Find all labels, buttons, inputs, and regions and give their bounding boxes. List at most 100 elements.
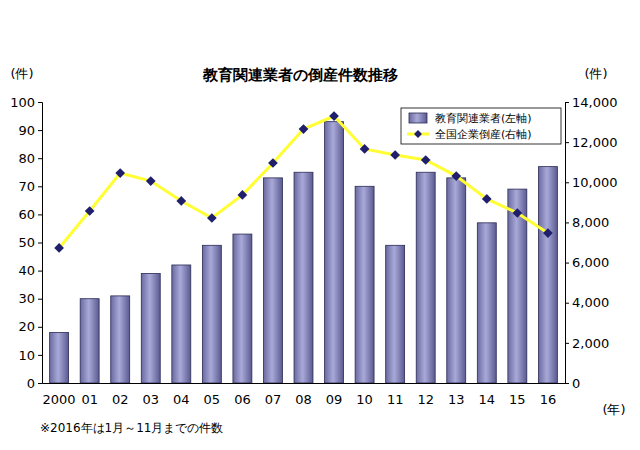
title: 教育関連業者の倒産件数推移: [202, 66, 398, 84]
tick: 03: [142, 383, 159, 407]
bar: [50, 332, 69, 383]
tick-label: 50: [18, 235, 35, 250]
legend-marker: [414, 130, 422, 138]
chart: 01 02 03 04 05 06 07 08 09 0 100 0 2,000 4,000 6,000 8,…: [0, 0, 640, 450]
tick: 14,000: [565, 95, 618, 110]
tick-label: 2,000: [572, 336, 609, 351]
tick-label: 70: [18, 179, 35, 194]
bar: [80, 299, 99, 383]
tick: 30: [18, 291, 42, 306]
y-axis-title: (件): [10, 66, 33, 81]
marker: [238, 190, 248, 200]
legend-box: [401, 108, 561, 144]
tick-label: 01: [81, 392, 98, 407]
tick: 09: [326, 383, 343, 407]
tick-mark: [38, 355, 42, 356]
marker: [451, 171, 461, 181]
plot-area: [50, 111, 558, 383]
tick: 100: [10, 95, 42, 110]
bar: [538, 167, 557, 383]
tick-label: 14: [479, 392, 496, 407]
tick: 13: [448, 383, 465, 407]
tick-label: 30: [18, 291, 35, 306]
tick: 02: [112, 383, 129, 407]
tick-label: 04: [173, 392, 190, 407]
tick: 4,000: [565, 295, 609, 310]
tick-label: 14,000: [572, 95, 618, 110]
tick: 10,000: [565, 175, 618, 190]
marker: [54, 243, 64, 253]
tick-label: 02: [112, 392, 129, 407]
tick: 60: [18, 207, 42, 222]
marker: [176, 196, 186, 206]
tick-label: 0: [572, 376, 580, 391]
axis-line: [43, 383, 566, 384]
y-axis: 0102030405060708090100: [10, 95, 42, 391]
bar: [477, 223, 496, 383]
tick: 80: [18, 151, 42, 166]
legend-swatch: [409, 113, 427, 123]
tick-mark: [565, 102, 569, 103]
axis-line: [38, 103, 43, 384]
marker: [207, 213, 217, 223]
tick-mark: [565, 263, 569, 264]
tick-label: 20: [18, 319, 35, 334]
tick-label: 0: [27, 376, 35, 391]
marker: [421, 155, 431, 165]
tick: 07: [265, 383, 282, 407]
tick-label: 6,000: [572, 255, 609, 270]
tick-label: 07: [265, 392, 282, 407]
bar: [386, 245, 405, 383]
tick: 70: [18, 179, 42, 194]
tick-label: 10: [356, 392, 373, 407]
tick-label: 03: [142, 392, 159, 407]
marker: [543, 228, 553, 238]
tick-label: 05: [204, 392, 221, 407]
tick-label: 09: [326, 392, 343, 407]
tick: 16: [540, 383, 557, 407]
tick-mark: [38, 186, 42, 187]
bar: [202, 245, 221, 383]
tick-mark: [38, 102, 42, 103]
tick: 11: [387, 383, 404, 407]
bar: [447, 178, 466, 383]
bar: [233, 234, 252, 383]
tick-label: 60: [18, 207, 35, 222]
tick: 14: [479, 383, 496, 407]
bar: [325, 122, 344, 383]
tick-mark: [38, 383, 42, 384]
tick: 10: [356, 383, 373, 407]
marker: [85, 206, 95, 216]
tick: 04: [173, 383, 190, 407]
bar: [355, 186, 374, 383]
tick: 40: [18, 263, 42, 278]
legend: 教育関連業者(左軸)全国企業倒産(右軸): [401, 108, 561, 144]
marker: [268, 158, 278, 168]
line: [59, 116, 548, 248]
tick: 15: [509, 383, 526, 407]
tick-label: 12: [417, 392, 434, 407]
tick-label: 08: [295, 392, 312, 407]
tick-label: 40: [18, 263, 35, 278]
tick: 08: [295, 383, 312, 407]
tick-label: 10: [18, 348, 35, 363]
tick: 2000: [43, 383, 76, 407]
note: ※2016年は1月～11月までの件数: [40, 421, 224, 435]
marker: [329, 111, 339, 121]
tick-mark: [38, 158, 42, 159]
tick-label: 8,000: [572, 215, 609, 230]
marker: [360, 144, 370, 154]
tick: 0: [565, 376, 580, 391]
tick-mark: [565, 343, 569, 344]
tick: 2,000: [565, 336, 609, 351]
y2-axis-title: (件): [584, 66, 607, 81]
tick-mark: [38, 214, 42, 215]
tick-mark: [565, 303, 569, 304]
bar: [294, 172, 313, 383]
tick-label: 15: [509, 392, 526, 407]
legend-label: 教育関連業者(左軸): [435, 112, 532, 125]
tick-mark: [565, 222, 569, 223]
tick: 06: [234, 383, 251, 407]
tick-mark: [565, 383, 569, 384]
marker: [482, 194, 492, 204]
